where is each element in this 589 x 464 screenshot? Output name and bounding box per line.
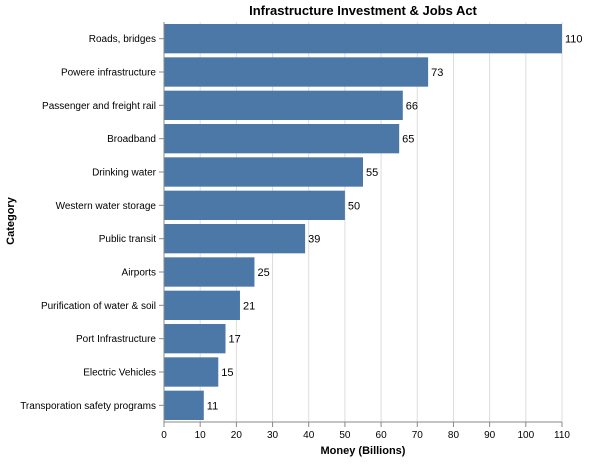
y-tick-label: Public transit	[99, 234, 156, 245]
data-label: 25	[257, 267, 269, 279]
data-labels: 110 73 66 65 55 50 39 25 21 17 15 11	[207, 34, 583, 413]
y-tick-label: Airports	[122, 268, 156, 279]
x-tick-label: 100	[517, 430, 534, 441]
bar	[164, 257, 255, 287]
y-tick-label: Transporation safety programs	[20, 401, 156, 412]
bar	[164, 290, 240, 320]
y-tick-label: Port Infrastructure	[76, 334, 156, 345]
y-axis: Roads, bridges Powere infrastructure Passe…	[20, 22, 165, 422]
bars	[164, 24, 562, 420]
bar	[164, 57, 429, 87]
chart-title: Infrastructure Investment & Jobs Act	[249, 3, 477, 18]
y-tick-label: Electric Vehicles	[83, 368, 156, 379]
bar	[164, 157, 363, 187]
bar	[164, 324, 226, 354]
x-tick-label: 90	[484, 430, 496, 441]
x-tick-label: 20	[231, 430, 243, 441]
data-label: 21	[243, 300, 255, 312]
bar	[164, 24, 562, 54]
y-tick-label: Passenger and freight rail	[42, 101, 156, 112]
data-label: 15	[221, 367, 233, 379]
data-label: 66	[406, 100, 418, 112]
y-tick-label: Broadband	[107, 134, 156, 145]
x-tick-label: 50	[339, 430, 351, 441]
data-label: 65	[402, 134, 414, 146]
bar	[164, 124, 400, 154]
x-tick-label: 30	[267, 430, 279, 441]
data-label: 39	[308, 234, 320, 246]
data-label: 55	[366, 167, 378, 179]
data-label: 50	[348, 200, 360, 212]
x-tick-label: 40	[303, 430, 315, 441]
bar	[164, 190, 345, 220]
x-axis: 0 10 20 30 40 50 60 70 80 90 100 110	[161, 421, 570, 441]
x-tick-label: 80	[448, 430, 460, 441]
data-label: 17	[229, 334, 241, 346]
y-tick-label: Purification of water & soil	[41, 301, 156, 312]
y-axis-title: Category	[5, 196, 17, 245]
x-tick-label: 60	[376, 430, 388, 441]
y-tick-label: Drinking water	[92, 168, 157, 179]
y-tick-label: Powere infrastructure	[61, 68, 156, 79]
x-tick-label: 110	[554, 430, 570, 441]
y-tick-label: Roads, bridges	[89, 34, 156, 45]
x-tick-label: 0	[161, 430, 167, 441]
data-label: 110	[565, 34, 583, 46]
bar	[164, 357, 219, 387]
bar	[164, 390, 204, 420]
x-axis-title: Money (Billions)	[321, 445, 406, 457]
y-tick-label: Western water storage	[56, 201, 157, 212]
data-label: 73	[431, 67, 443, 79]
data-label: 11	[207, 400, 218, 412]
bar	[164, 224, 306, 254]
x-tick-label: 10	[195, 430, 207, 441]
bar	[164, 90, 403, 120]
gridlines	[163, 22, 563, 422]
x-tick-label: 70	[412, 430, 424, 441]
